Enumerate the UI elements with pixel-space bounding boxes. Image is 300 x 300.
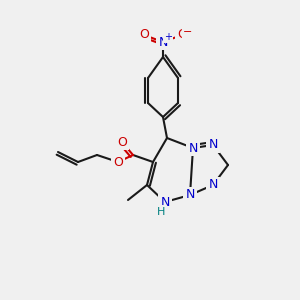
Text: N: N xyxy=(208,178,218,191)
Text: O: O xyxy=(113,155,123,169)
Text: N: N xyxy=(185,188,195,202)
Text: O: O xyxy=(177,28,187,41)
Text: +: + xyxy=(164,32,172,42)
Text: N: N xyxy=(160,196,170,208)
Text: N: N xyxy=(158,35,168,49)
Text: O: O xyxy=(117,136,127,148)
Text: −: − xyxy=(183,27,193,37)
Text: O: O xyxy=(139,28,149,41)
Text: H: H xyxy=(157,207,165,217)
Text: N: N xyxy=(208,139,218,152)
Text: N: N xyxy=(188,142,198,154)
